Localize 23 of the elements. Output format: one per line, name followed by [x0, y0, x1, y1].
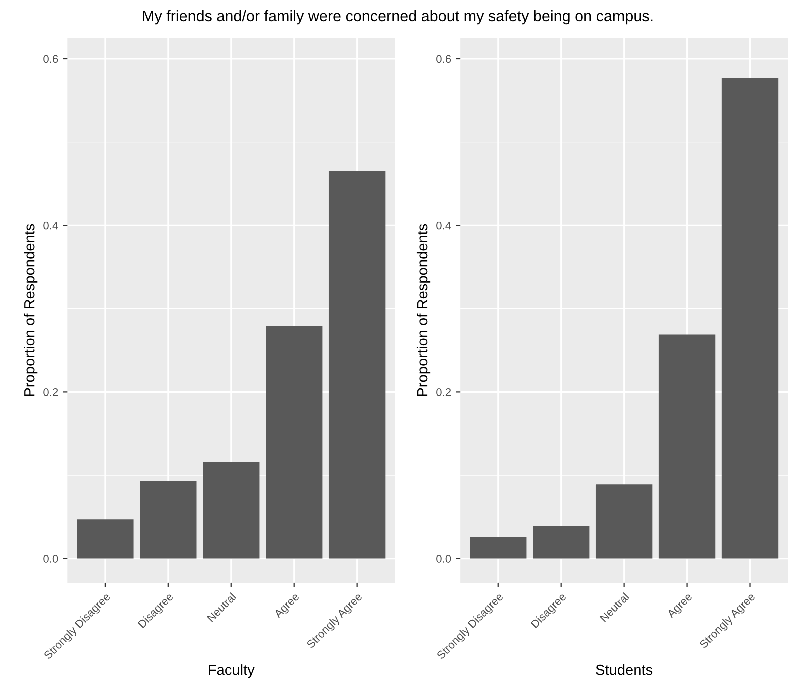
bar [77, 520, 134, 559]
x-axis-title: Students [596, 664, 653, 676]
y-tick-label: 0.6 [436, 55, 452, 64]
y-axis-title: Proportion of Respondents [24, 224, 38, 396]
bar [266, 326, 323, 559]
bar [328, 171, 386, 559]
y-tick-label: 0.0 [436, 555, 452, 563]
bar [596, 484, 653, 559]
bar [533, 526, 590, 559]
y-tick-label: 0.2 [44, 388, 58, 396]
y-tick-label: 0.0 [44, 555, 58, 563]
y-tick-label: 0.4 [44, 222, 58, 230]
y-tick-label: 0.4 [436, 222, 452, 230]
bar [722, 78, 779, 559]
y-tick-label: 0.6 [44, 55, 58, 64]
x-axis-title: Faculty [209, 664, 255, 678]
bar [658, 334, 716, 559]
y-axis-title: Proportion of Respondents [416, 224, 431, 396]
bar [203, 462, 260, 559]
bar [470, 537, 527, 559]
chart-title: My friends and/or family were concerned about my safety being on campus. [143, 10, 653, 25]
y-tick-label: 0.2 [436, 388, 452, 396]
bar [140, 481, 197, 559]
